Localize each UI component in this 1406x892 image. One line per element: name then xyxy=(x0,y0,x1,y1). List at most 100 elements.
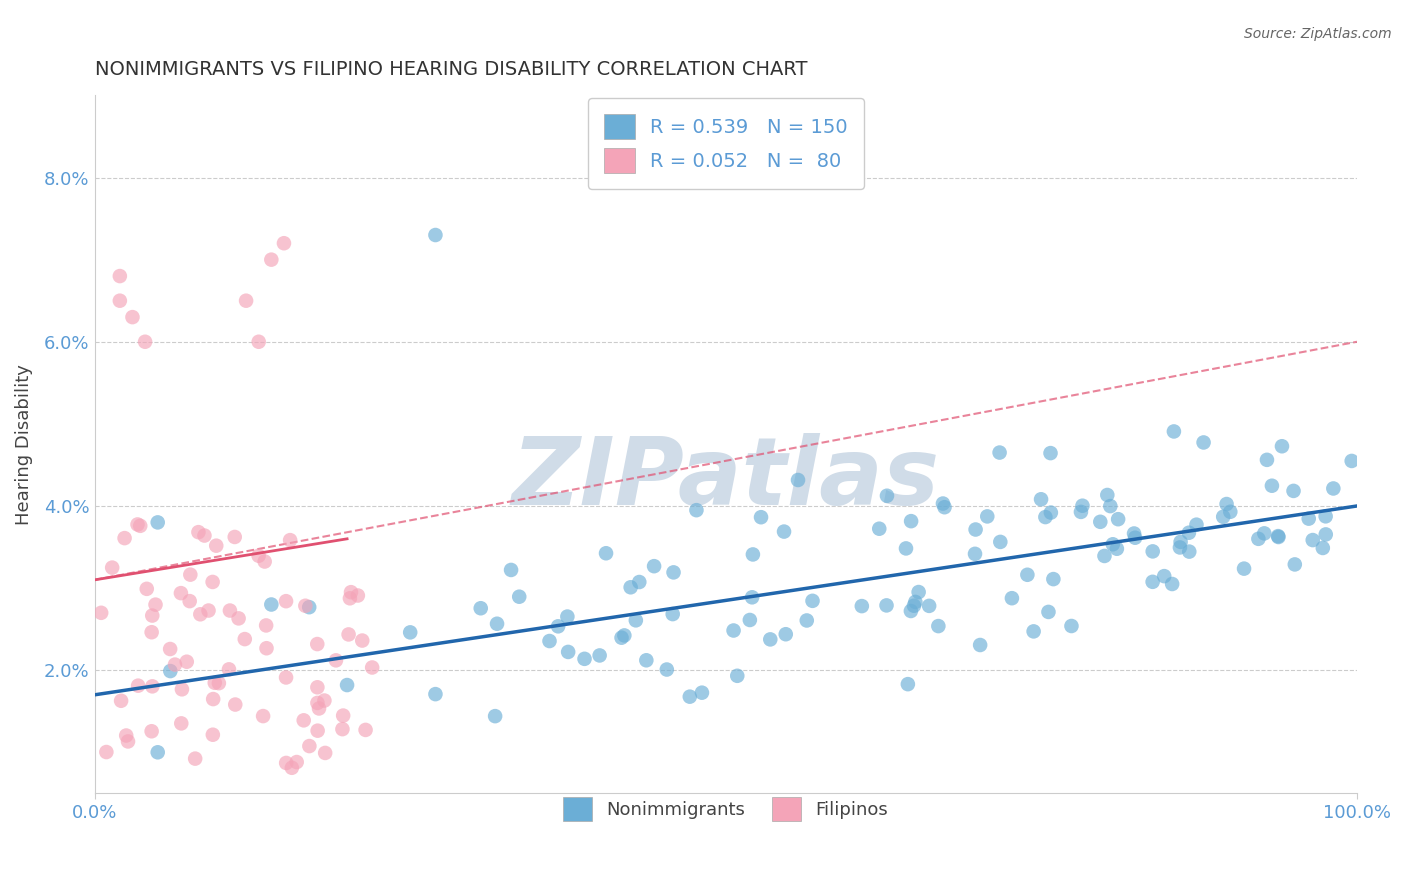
Point xyxy=(1219,505,1241,519)
Point xyxy=(314,693,336,707)
Point xyxy=(260,252,283,267)
Point xyxy=(1142,544,1164,558)
Point xyxy=(141,679,163,693)
Point xyxy=(620,580,643,594)
Point xyxy=(610,631,633,645)
Point xyxy=(759,632,782,647)
Point xyxy=(307,637,329,651)
Point xyxy=(1107,512,1129,526)
Point xyxy=(110,694,132,708)
Point xyxy=(307,696,329,710)
Point xyxy=(135,582,157,596)
Point xyxy=(1212,509,1234,524)
Point xyxy=(679,690,702,704)
Point xyxy=(252,709,274,723)
Point xyxy=(918,599,941,613)
Point xyxy=(179,594,201,608)
Point xyxy=(1101,537,1123,551)
Point xyxy=(361,660,384,674)
Point xyxy=(851,599,873,613)
Point xyxy=(141,724,163,739)
Point xyxy=(176,655,198,669)
Point xyxy=(96,745,118,759)
Point xyxy=(963,547,986,561)
Point xyxy=(685,503,707,517)
Point xyxy=(1142,574,1164,589)
Point xyxy=(332,708,354,723)
Text: ZIPatlas: ZIPatlas xyxy=(512,434,939,525)
Point xyxy=(307,723,329,738)
Point xyxy=(308,701,330,715)
Point xyxy=(193,528,215,542)
Point xyxy=(1267,530,1289,544)
Point xyxy=(108,293,131,308)
Point xyxy=(538,634,561,648)
Point xyxy=(1099,499,1122,513)
Point xyxy=(1322,482,1344,496)
Point xyxy=(204,675,226,690)
Point xyxy=(741,548,763,562)
Point xyxy=(298,739,321,753)
Point xyxy=(1161,577,1184,591)
Point xyxy=(276,756,298,770)
Point xyxy=(224,530,246,544)
Point xyxy=(1017,567,1039,582)
Point xyxy=(787,473,810,487)
Point xyxy=(557,609,579,624)
Point xyxy=(876,489,898,503)
Point xyxy=(1215,497,1237,511)
Point xyxy=(337,627,360,641)
Point xyxy=(425,227,447,242)
Point xyxy=(115,729,138,743)
Point xyxy=(201,574,224,589)
Point xyxy=(1312,541,1334,555)
Point xyxy=(170,682,193,697)
Point xyxy=(235,293,257,308)
Point xyxy=(775,627,797,641)
Point xyxy=(184,751,207,765)
Point xyxy=(661,607,683,621)
Point xyxy=(233,632,256,646)
Point xyxy=(1090,515,1112,529)
Point xyxy=(219,603,242,617)
Point xyxy=(1315,527,1337,541)
Point xyxy=(643,559,665,574)
Point xyxy=(274,670,297,684)
Point xyxy=(159,642,181,657)
Point xyxy=(749,510,772,524)
Point xyxy=(1298,511,1320,525)
Point xyxy=(557,645,579,659)
Point xyxy=(741,591,763,605)
Point xyxy=(121,310,143,325)
Point xyxy=(932,497,955,511)
Point xyxy=(108,268,131,283)
Point xyxy=(202,692,225,706)
Point xyxy=(332,722,354,736)
Point xyxy=(801,594,824,608)
Point xyxy=(336,678,359,692)
Point xyxy=(205,539,228,553)
Point xyxy=(146,745,169,759)
Point xyxy=(274,594,297,608)
Point xyxy=(1022,624,1045,639)
Point xyxy=(574,652,596,666)
Point xyxy=(90,606,112,620)
Point xyxy=(1042,572,1064,586)
Point xyxy=(1153,569,1175,583)
Point xyxy=(1302,533,1324,547)
Point xyxy=(170,586,193,600)
Point xyxy=(307,681,329,695)
Point xyxy=(253,555,276,569)
Point xyxy=(723,624,745,638)
Point xyxy=(285,755,308,769)
Point xyxy=(1271,439,1294,453)
Point xyxy=(1001,591,1024,606)
Point xyxy=(1105,541,1128,556)
Point xyxy=(1123,526,1146,541)
Point xyxy=(294,599,316,613)
Point xyxy=(325,653,347,667)
Point xyxy=(1284,558,1306,572)
Point xyxy=(1123,531,1146,545)
Point xyxy=(1178,544,1201,558)
Point xyxy=(1097,488,1119,502)
